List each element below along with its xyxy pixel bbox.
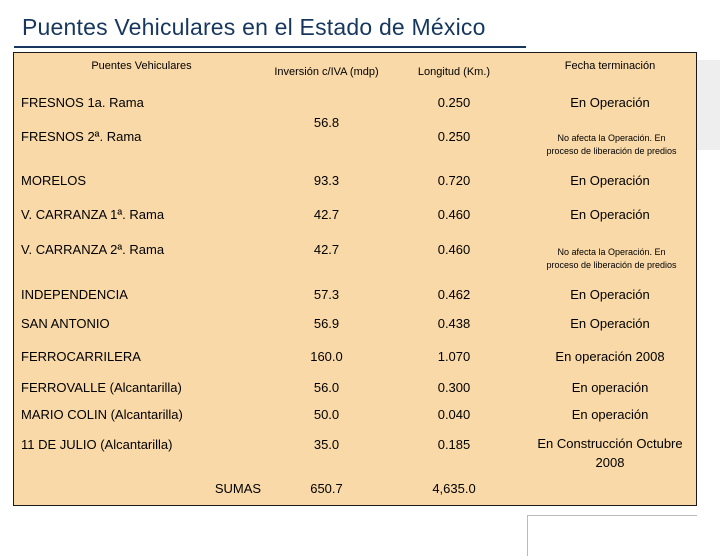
header-puentes: Puentes Vehiculares bbox=[91, 59, 192, 72]
bridges-table: Puentes Vehiculares Inversión c/IVA (mdp… bbox=[13, 52, 697, 556]
row-longitud: 0.250 bbox=[437, 128, 471, 144]
row-inversion: 56.0 bbox=[313, 379, 340, 395]
row-longitud: 0.185 bbox=[437, 436, 471, 452]
row-fecha: En operación bbox=[571, 406, 649, 422]
row-longitud: 0.250 bbox=[437, 94, 471, 110]
row-name: V. CARRANZA 1ª. Rama bbox=[21, 206, 165, 222]
fresnos-inversion: 56.8 bbox=[313, 114, 340, 130]
row-name: FERROCARRILERA bbox=[21, 348, 141, 364]
row-longitud: 0.040 bbox=[437, 406, 471, 422]
row-fecha: En Construcción Octubre 2008 bbox=[537, 436, 683, 470]
totals-label: SUMAS bbox=[214, 480, 262, 496]
totals-inversion: 650.7 bbox=[310, 480, 343, 496]
header-fecha: Fecha terminación bbox=[564, 59, 656, 72]
row-name: INDEPENDENCIA bbox=[21, 286, 128, 302]
row-fecha: En operación bbox=[571, 379, 649, 395]
row-name: MORELOS bbox=[21, 172, 87, 188]
row-fecha: En Operación bbox=[570, 172, 650, 188]
row-inversion: 42.7 bbox=[313, 206, 340, 222]
totals-longitud: 4,635.0 bbox=[432, 480, 476, 496]
row-longitud: 0.460 bbox=[437, 241, 471, 257]
row-fecha: En operación 2008 bbox=[555, 348, 665, 364]
row-fecha: En Operación bbox=[570, 94, 650, 110]
row-inversion: 56.9 bbox=[313, 315, 340, 331]
row-name: FRESNOS 1a. Rama bbox=[21, 94, 144, 110]
row-name: FERROVALLE (Alcantarilla) bbox=[21, 379, 182, 395]
row-longitud: 0.462 bbox=[437, 286, 471, 302]
header-longitud: Longitud (Km.) bbox=[417, 65, 491, 78]
row-inversion: 160.0 bbox=[310, 348, 343, 364]
row-fecha-note: No afecta la Operación. En proceso de li… bbox=[546, 133, 677, 156]
row-name: V. CARRANZA 2ª. Rama bbox=[21, 241, 165, 257]
row-inversion: 93.3 bbox=[313, 172, 340, 188]
row-inversion: 35.0 bbox=[313, 436, 340, 452]
row-name: MARIO COLIN (Alcantarilla) bbox=[21, 406, 183, 422]
row-fecha: En Operación bbox=[570, 315, 650, 331]
row-inversion: 57.3 bbox=[313, 286, 340, 302]
row-inversion: 50.0 bbox=[313, 406, 340, 422]
row-inversion: 42.7 bbox=[313, 241, 340, 257]
row-longitud: 0.438 bbox=[437, 315, 471, 331]
row-longitud: 0.720 bbox=[437, 172, 471, 188]
row-name: 11 DE JULIO (Alcantarilla) bbox=[21, 436, 173, 452]
header-inversion: Inversión c/IVA (mdp) bbox=[274, 65, 379, 78]
title-underline bbox=[14, 46, 526, 48]
empty-total-cell bbox=[527, 515, 697, 556]
page-title: Puentes Vehiculares en el Estado de Méxi… bbox=[22, 14, 486, 40]
row-longitud: 1.070 bbox=[437, 348, 471, 364]
row-fecha: En Operación bbox=[570, 206, 650, 222]
row-longitud: 0.300 bbox=[437, 379, 471, 395]
row-fecha: En Operación bbox=[570, 286, 650, 302]
row-fecha-note: No afecta la Operación. En proceso de li… bbox=[546, 247, 677, 270]
row-name: FRESNOS 2ª. Rama bbox=[21, 128, 142, 144]
row-longitud: 0.460 bbox=[437, 206, 471, 222]
row-name: SAN ANTONIO bbox=[21, 315, 110, 331]
